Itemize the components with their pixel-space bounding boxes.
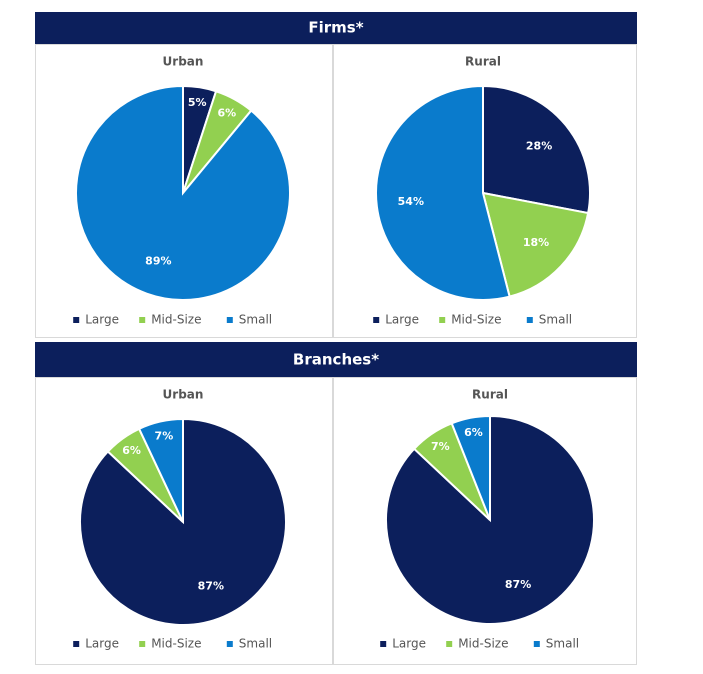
pie-slice [481, 191, 590, 298]
legend-label: Small [239, 637, 272, 651]
legend-swatch [380, 641, 387, 647]
legend-swatch [139, 641, 146, 647]
data-label: 89% [145, 254, 171, 267]
panel-border [333, 44, 637, 338]
data-label: 18% [523, 236, 549, 249]
legend-swatch [73, 641, 80, 647]
legend-label: Mid-Size [151, 313, 201, 327]
legend-label: Small [546, 637, 579, 651]
data-label: 5% [188, 96, 207, 109]
legend-swatch [226, 641, 233, 647]
data-label: 7% [431, 440, 450, 453]
data-label: 6% [464, 426, 483, 439]
pie-slice [75, 84, 291, 301]
legend-label: Mid-Size [458, 637, 508, 651]
chart-title: Rural [465, 55, 501, 69]
legend-label: Large [85, 313, 119, 327]
pie-slice [482, 84, 591, 215]
legend-swatch [533, 641, 540, 647]
pie-slice [450, 414, 491, 521]
panel-border [35, 377, 333, 665]
legend-label: Large [385, 313, 419, 327]
data-label: 7% [155, 430, 174, 443]
data-label: 87% [198, 579, 224, 592]
legend-swatch [373, 317, 380, 323]
legend-label: Small [239, 313, 272, 327]
section-header-bar [35, 12, 637, 44]
section-header: Branches* [293, 351, 379, 369]
legend-label: Mid-Size [451, 313, 501, 327]
legend-label: Mid-Size [151, 637, 201, 651]
legend-swatch [73, 317, 80, 323]
data-label: 6% [122, 444, 141, 457]
legend-swatch [526, 317, 533, 323]
legend-swatch [226, 317, 233, 323]
pie-slice [79, 417, 287, 626]
pie-slice [385, 414, 595, 625]
legend-label: Small [539, 313, 572, 327]
panel-border [333, 377, 637, 665]
chart-title: Urban [163, 388, 204, 402]
pie-slice [137, 417, 184, 523]
section-header: Firms* [308, 19, 363, 37]
data-label: 87% [505, 578, 531, 591]
section-header-bar [35, 342, 637, 377]
pie-slice [375, 84, 511, 301]
legend-swatch [439, 317, 446, 323]
legend-label: Large [392, 637, 426, 651]
data-label: 6% [217, 106, 236, 119]
chart-title: Rural [472, 388, 508, 402]
legend-swatch [446, 641, 453, 647]
legend-swatch [139, 317, 146, 323]
data-label: 28% [526, 140, 552, 153]
data-label: 54% [398, 195, 424, 208]
chart-title: Urban [163, 55, 204, 69]
legend-label: Large [85, 637, 119, 651]
panel-border [35, 44, 333, 338]
